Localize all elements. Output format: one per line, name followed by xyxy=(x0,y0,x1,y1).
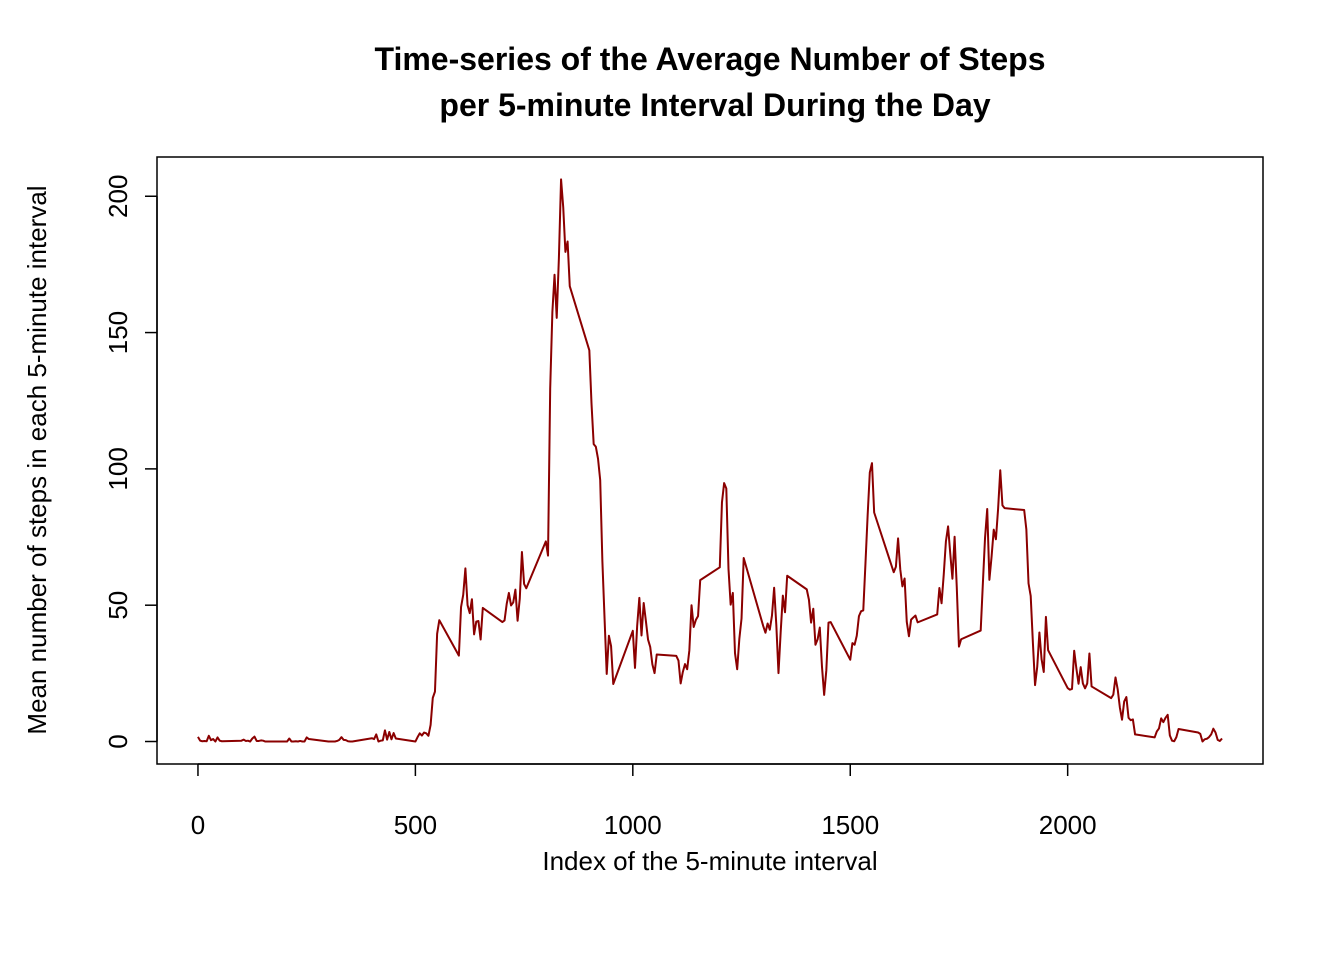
x-tick-label: 1000 xyxy=(604,810,662,840)
y-tick-label: 0 xyxy=(103,734,133,748)
x-tick-label: 2000 xyxy=(1039,810,1097,840)
chart-title: per 5-minute Interval During the Day xyxy=(439,87,990,123)
x-tick-label: 500 xyxy=(394,810,437,840)
y-axis-label: Mean number of steps in each 5-minute in… xyxy=(22,185,52,734)
x-axis-label: Index of the 5-minute interval xyxy=(542,846,877,876)
plot-frame xyxy=(156,156,1264,765)
y-tick-label: 50 xyxy=(103,591,133,620)
y-tick-label: 100 xyxy=(103,447,133,490)
y-tick-label: 200 xyxy=(103,175,133,218)
x-tick-label: 0 xyxy=(191,810,205,840)
y-tick-label: 150 xyxy=(103,311,133,354)
x-tick-label: 1500 xyxy=(821,810,879,840)
chart-title: Time-series of the Average Number of Ste… xyxy=(374,41,1045,77)
data-line xyxy=(197,178,1223,743)
